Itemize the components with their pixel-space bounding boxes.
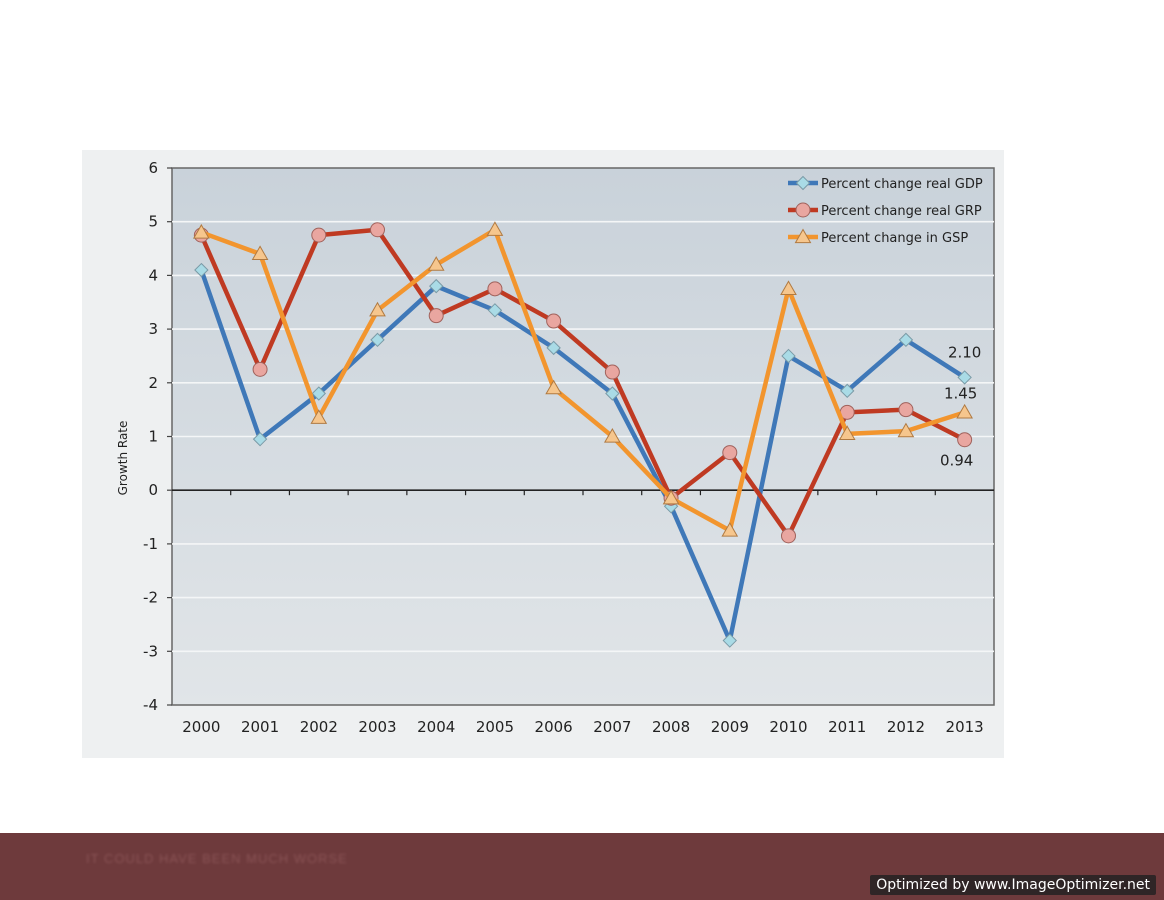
y-tick-label: 0 [148,481,158,499]
series-1-point [957,370,972,385]
series-3-point [721,521,739,537]
x-tick-label: 2001 [241,718,279,736]
series-3-point [897,422,915,438]
y-tick-label: 1 [148,428,158,446]
y-tick-label: 6 [148,159,158,177]
footer-band: IT COULD HAVE BEEN MUCH WORSE Optimized … [0,833,1164,900]
legend-2-point [795,202,811,218]
series-2-point [370,222,385,238]
y-tick-label: 4 [148,266,158,284]
x-tick-label: 2000 [182,718,220,736]
x-tick-label: 2006 [535,718,573,736]
series-1-point [194,262,209,278]
series-3-point [545,379,563,395]
x-tick-label: 2008 [652,718,690,736]
series-2-point [428,308,444,324]
series-3-line [199,227,967,533]
series-1-point [252,431,268,447]
series-2-point [604,364,620,380]
data-label: 0.94 [940,452,973,470]
x-tick-label: 2004 [417,718,455,736]
y-tick-label: 3 [148,320,158,338]
x-tick-label: 2009 [711,718,749,736]
x-tick-label: 2005 [476,718,514,736]
y-tick-label: -1 [143,535,158,553]
y-axis-title: Growth Rate [116,421,130,496]
x-tick-label: 2002 [300,718,338,736]
series-1-point [487,303,503,318]
series-3 [192,221,974,537]
series-1 [194,262,972,648]
series-1-point [898,332,914,348]
x-tick-label: 2012 [887,718,925,736]
series-3-point [427,256,445,271]
legend: Percent change real GDP Percent change re… [788,175,983,246]
legend-3-point [794,228,812,244]
series-2 [193,222,973,544]
data-label: 2.10 [948,343,981,361]
y-tick-label: 2 [148,374,158,392]
x-tick-label: 2010 [769,718,807,736]
x-axis-ticks: 2000 2001 2002 2003 2004 2005 2006 2007 2008 2009… [182,718,983,736]
series-3-point [486,221,504,236]
x-tick-label: 2013 [946,718,984,736]
series-1-point [840,383,855,399]
series-3-point [369,301,386,317]
series-2-point [311,227,327,243]
y-tick-label: -4 [143,696,158,714]
series-3-point [780,280,797,295]
series-2-point [957,432,973,448]
legend-label: Percent change real GDP [821,177,983,192]
series-2-point [487,281,503,297]
y-tick-label: -3 [143,642,158,660]
x-tick-label: 2011 [828,718,866,736]
optimizer-badge: Optimized by www.ImageOptimizer.net [870,875,1156,895]
series-1-point [605,386,620,401]
series-3-point [838,425,856,440]
series-3-point [192,223,210,239]
series-3-point [251,245,269,261]
series-3-point [662,489,680,505]
series-1-point [429,278,444,294]
x-tick-label: 2003 [358,718,396,736]
series-2-line [199,227,967,539]
series-1-point [370,332,385,348]
data-label: 1.45 [944,384,977,402]
series-2-point [898,402,914,418]
data-annotations: 2.10 1.45 0.94 [940,343,981,469]
series-1-point [546,340,561,356]
series-2-point [252,361,268,377]
series-3-point [310,409,328,424]
y-tick-label: -2 [143,589,158,607]
y-axis-ticks: 6 5 4 3 2 1 0 -1 -2 -3 -4 [143,159,172,714]
series-2-point [546,313,562,329]
series-1-point [311,386,326,401]
series-2-point [722,445,738,461]
y-tick-label: 5 [148,213,158,231]
series-2-point [781,528,796,544]
series-layer [192,221,974,648]
series-1-point [781,348,796,364]
legend-label: Percent change real GRP [821,204,982,219]
series-1-line [199,267,967,643]
series-1-point [722,633,737,648]
series-3-point [603,427,621,443]
growth-rate-chart: 6 5 4 3 2 1 0 -1 -2 -3 -4 2000 2001 2002 2003 2004 2005… [82,150,1004,758]
legend-1-point [795,175,811,191]
series-3-point [956,403,974,419]
legend-label: Percent change in GSP [821,231,968,246]
x-tick-label: 2007 [593,718,631,736]
footer-caption: IT COULD HAVE BEEN MUCH WORSE [86,851,348,866]
